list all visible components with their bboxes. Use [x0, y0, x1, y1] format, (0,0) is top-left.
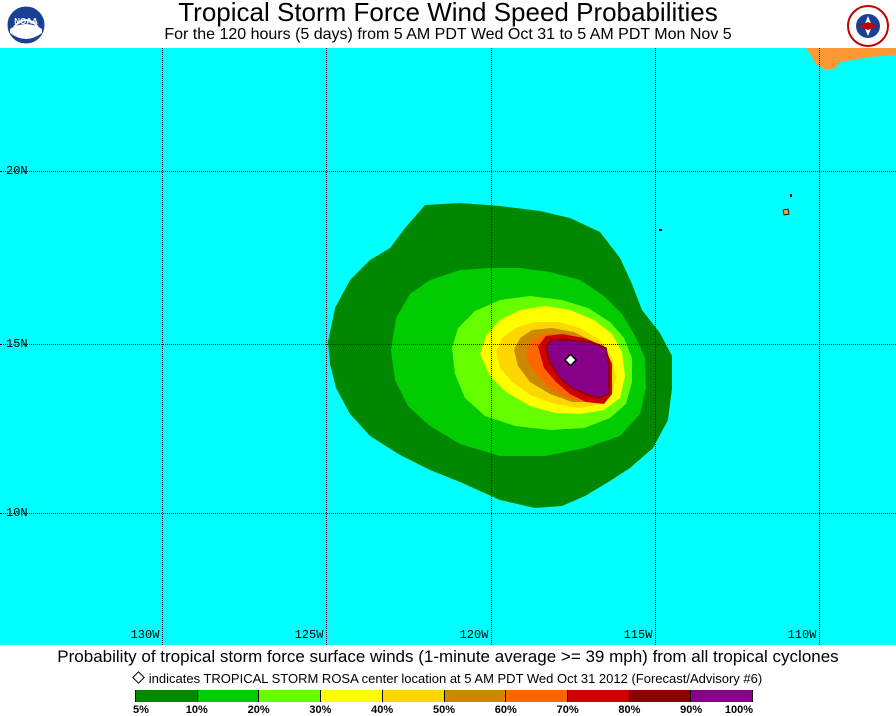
land-mexico	[806, 48, 896, 70]
legend-swatch	[444, 690, 507, 702]
lon-label-130w: 130W	[130, 628, 160, 642]
legend-swatch	[382, 690, 445, 702]
legend-tick-label: 80%	[618, 704, 641, 716]
island	[659, 229, 662, 231]
diamond-marker-icon	[131, 671, 145, 684]
legend-swatch	[135, 690, 198, 702]
legend-swatch	[691, 690, 754, 702]
noaa-logo-icon: NOAA	[6, 5, 46, 45]
legend-ticks: 5% 10% 20% 30% 40% 50% 60% 70% 80% 90% 100%	[0, 704, 896, 716]
svg-text:NOAA: NOAA	[14, 17, 38, 26]
gridline-120w	[491, 48, 492, 645]
probability-contours	[328, 48, 896, 508]
island	[782, 208, 790, 216]
legend-tick-label: 5%	[133, 704, 149, 716]
page-subtitle: For the 120 hours (5 days) from 5 AM PDT…	[164, 26, 732, 43]
legend-tick-label: 30%	[309, 704, 332, 716]
legend-tick-label: 60%	[494, 704, 517, 716]
page-title: Tropical Storm Force Wind Speed Probabil…	[178, 0, 718, 27]
legend-swatch	[567, 690, 630, 702]
nws-logo-icon	[847, 5, 889, 47]
legend-tick-label: 40%	[371, 704, 394, 716]
lat-label-20n: 20N	[6, 164, 28, 178]
legend-tick-label: 70%	[556, 704, 579, 716]
gridline-20n	[0, 171, 896, 172]
legend-tick-label: 10%	[185, 704, 208, 716]
storm-location-note: indicates TROPICAL STORM ROSA center loc…	[0, 671, 896, 686]
lon-label-125w: 125W	[294, 628, 324, 642]
lat-label-10n: 10N	[6, 506, 28, 520]
legend-tick-label: 20%	[247, 704, 270, 716]
legend-swatch	[506, 690, 568, 702]
lon-label-115w: 115W	[623, 628, 653, 642]
gridline-130w	[162, 48, 163, 645]
legend-tick-label: 50%	[432, 704, 456, 716]
contour-90pct	[545, 339, 610, 399]
map-caption: Probability of tropical storm force surf…	[57, 647, 839, 666]
storm-center-marker	[563, 353, 578, 367]
storm-location-text: indicates TROPICAL STORM ROSA center loc…	[148, 671, 763, 686]
lon-label-110w: 110W	[787, 628, 817, 642]
legend-swatch	[259, 690, 322, 702]
gridline-110w	[819, 48, 820, 645]
island	[790, 194, 792, 197]
probability-map: 20N 15N 10N 130W 125W 120W 115W 110W	[0, 48, 896, 645]
footer: Probability of tropical storm force surf…	[0, 645, 896, 716]
probability-legend	[135, 690, 754, 702]
gridline-125w	[326, 48, 327, 645]
header: NOAA Tropical Storm Force Wind Speed Pro…	[0, 0, 896, 48]
legend-tick-label: 100%	[724, 704, 754, 716]
legend-tick-label: 90%	[680, 704, 703, 716]
gridline-15n	[0, 344, 896, 345]
gridline-115w	[655, 48, 656, 645]
lat-label-15n: 15N	[6, 337, 28, 351]
legend-swatch	[197, 690, 260, 702]
lon-label-120w: 120W	[459, 628, 489, 642]
legend-swatch	[321, 690, 383, 702]
gridline-10n	[0, 513, 896, 514]
legend-swatch	[629, 690, 692, 702]
